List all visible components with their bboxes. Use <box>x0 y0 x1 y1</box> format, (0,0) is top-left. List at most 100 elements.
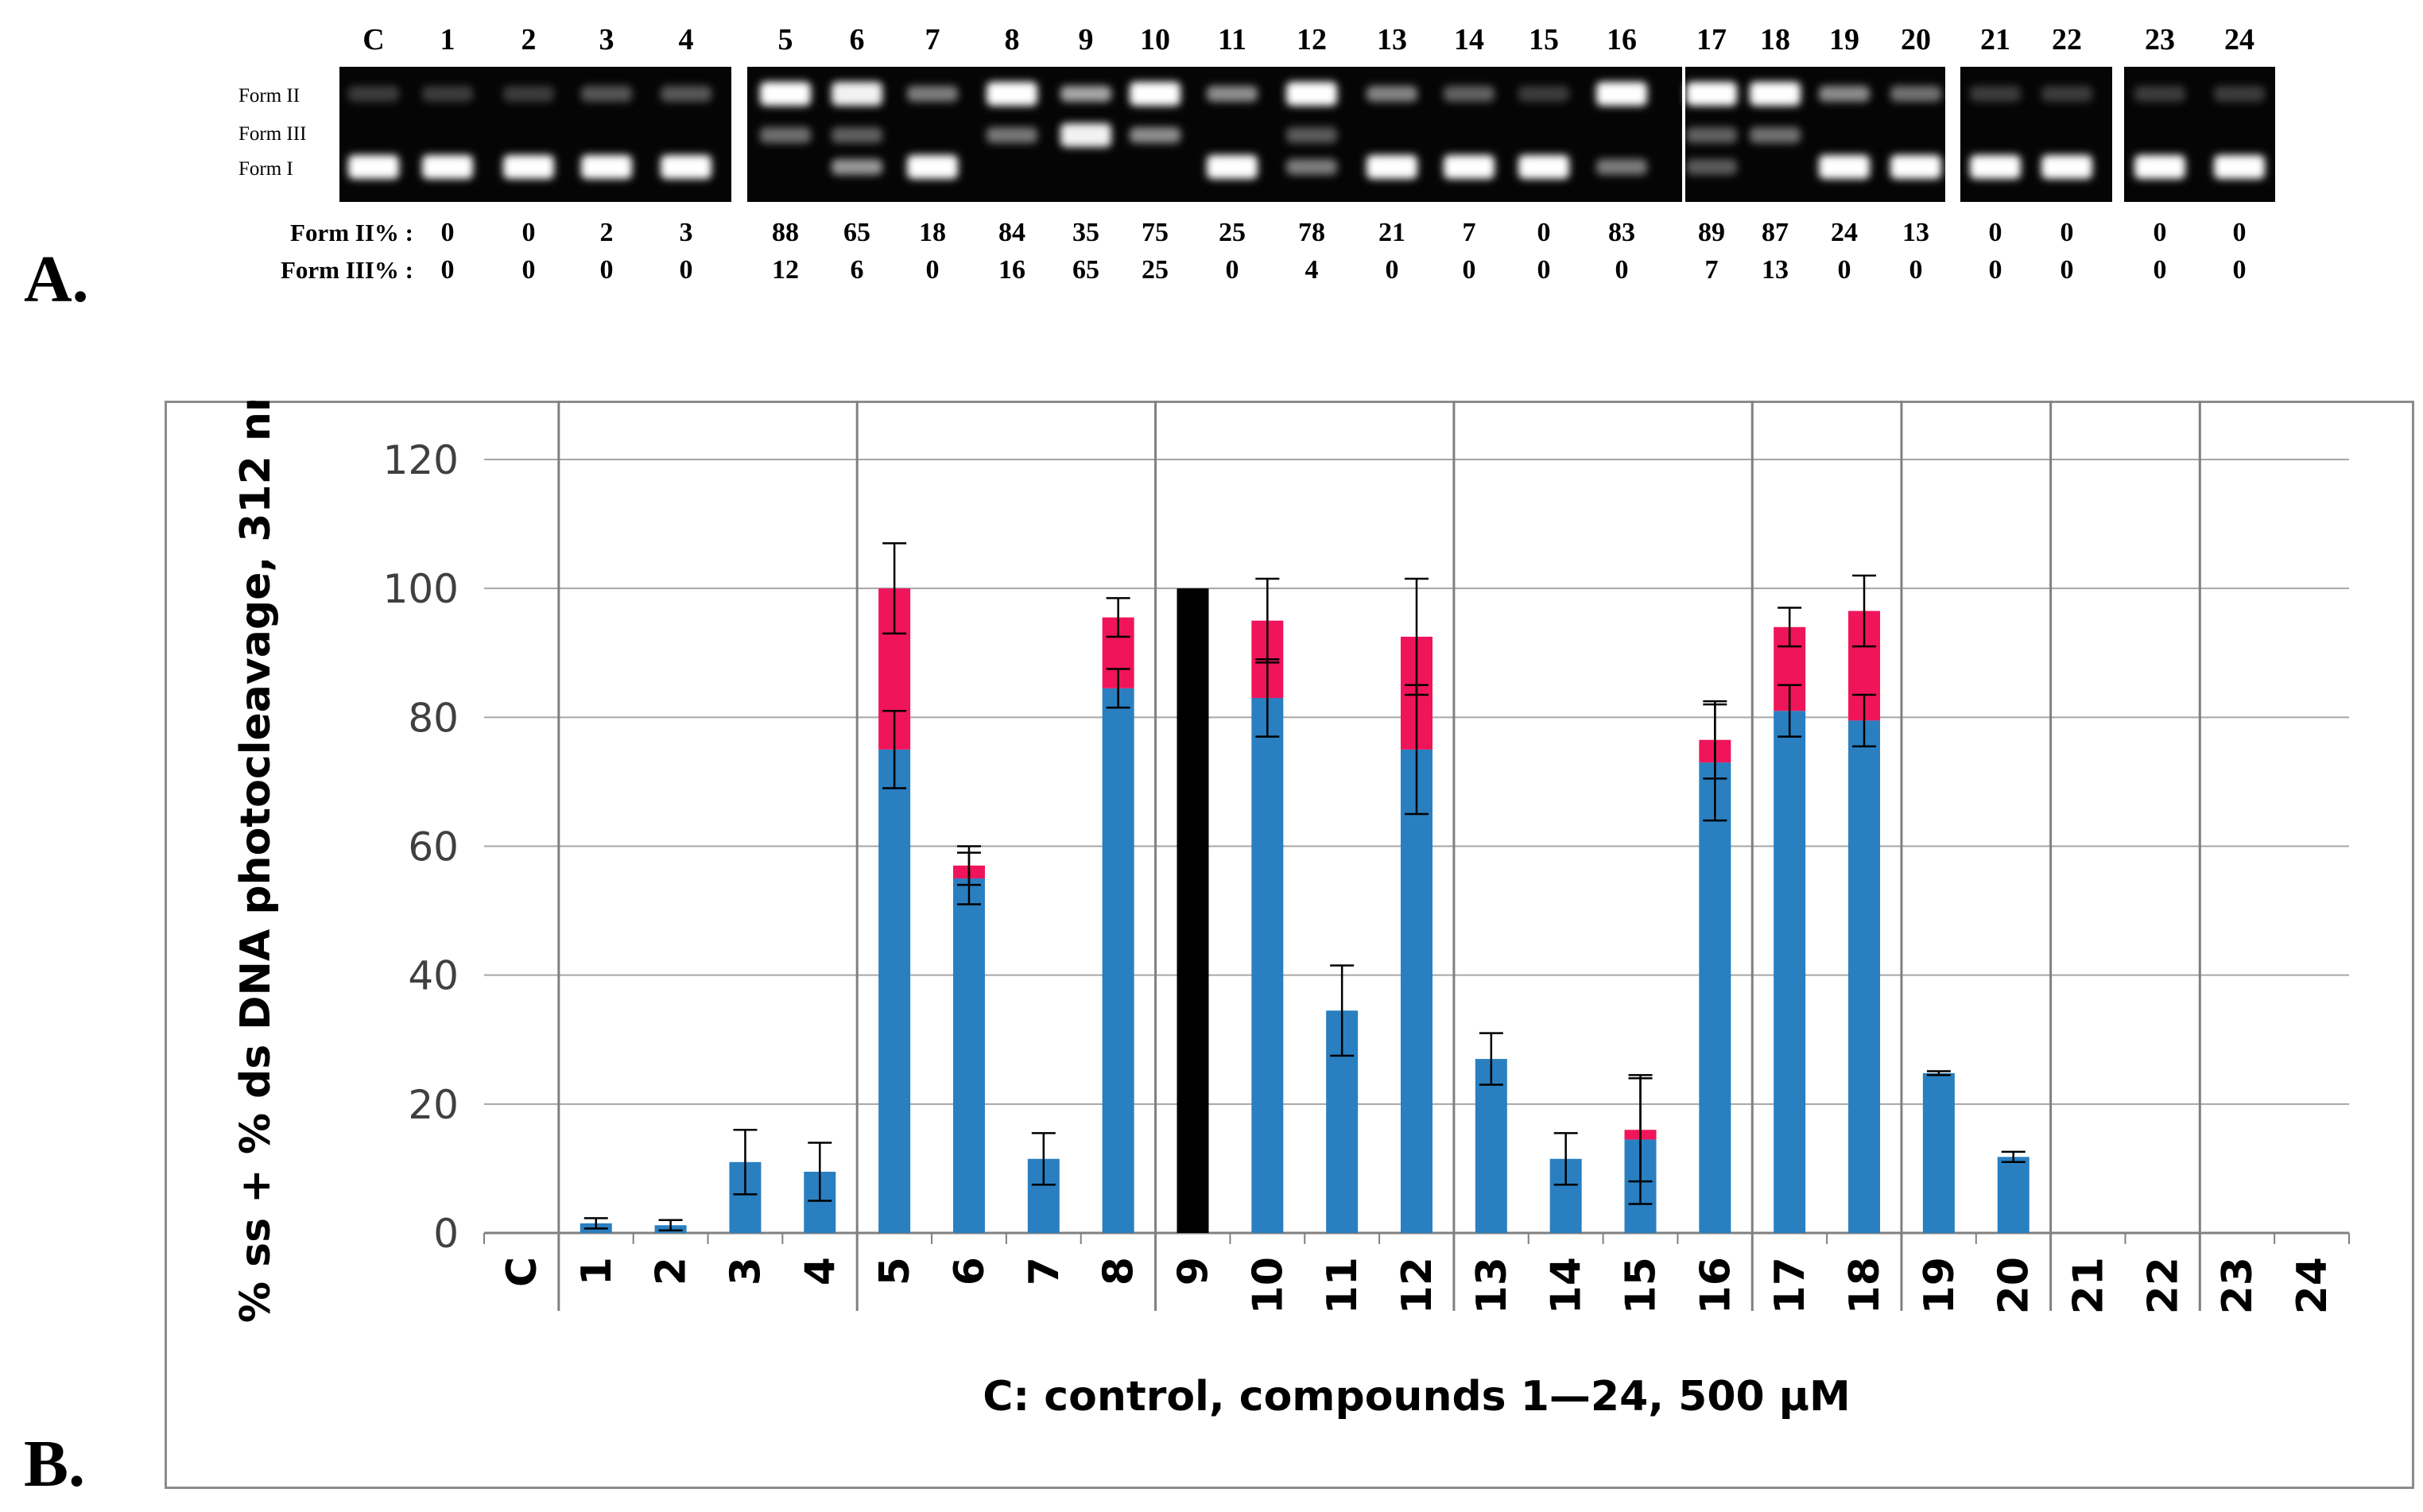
x-category-label: 7 <box>1021 1257 1068 1285</box>
x-category-label: 18 <box>1841 1257 1889 1314</box>
gel-band-form2 <box>1367 86 1417 102</box>
form3-pct-value: 0 <box>2233 255 2247 285</box>
gel-lane-label: 17 <box>1696 23 1727 56</box>
gel-band-form2 <box>987 82 1037 106</box>
form2-pct-value: 25 <box>1219 218 1246 247</box>
y-tick-label: 80 <box>408 695 459 741</box>
gel-band-form1 <box>1207 155 1258 179</box>
gel-lane-label: 20 <box>1901 23 1931 56</box>
x-category-label: 6 <box>946 1257 994 1285</box>
gel-lane-label: 10 <box>1140 23 1170 56</box>
form2-pct-value: 84 <box>998 218 1025 247</box>
gel-band-form1 <box>1819 155 1870 179</box>
x-category-label: 23 <box>2214 1257 2262 1314</box>
form3-pct-value: 0 <box>600 255 614 285</box>
gel-band-form2 <box>832 82 882 106</box>
gel-band-form2 <box>1286 82 1337 106</box>
form3-pct-value: 0 <box>680 255 693 285</box>
gel-band-form1 <box>1367 155 1417 179</box>
x-category-label: 10 <box>1244 1257 1292 1314</box>
form3-pct-value: 0 <box>1615 255 1629 285</box>
form3-pct-value: 0 <box>926 255 940 285</box>
form2-pct-value: 0 <box>522 218 536 247</box>
gel-lane-label: 3 <box>599 23 614 56</box>
gel-band-form2 <box>1207 86 1258 102</box>
x-category-label: 22 <box>2139 1257 2187 1314</box>
x-category-label: 15 <box>1618 1257 1665 1314</box>
gel-band-form1 <box>2134 155 2185 179</box>
form3-pct-value: 4 <box>1305 255 1319 285</box>
gel-band-form1 <box>503 155 554 179</box>
form3-pct-value: 12 <box>772 255 799 285</box>
y-axis-title: % ss + % ds DNA photocleavage, 312 nm <box>232 401 280 1323</box>
gel-lane-label: C <box>362 23 384 56</box>
form2-pct-value: 87 <box>1762 218 1789 247</box>
x-category-label: 20 <box>1991 1257 2038 1314</box>
band-label: Form II <box>238 85 300 107</box>
form2-pct-value: 75 <box>1142 218 1169 247</box>
y-tick-label: 0 <box>433 1211 459 1257</box>
panel-a-label: A. <box>24 242 89 316</box>
gel-lane-label: 14 <box>1454 23 1484 56</box>
gel-band-form2 <box>2214 86 2265 102</box>
form3-pct-value: 16 <box>998 255 1025 285</box>
bar-segment-ss-5 <box>878 749 911 1233</box>
gel-lane-label: 4 <box>679 23 694 56</box>
form2-pct-value: 2 <box>600 218 614 247</box>
form3-pct-value: 0 <box>2061 255 2074 285</box>
form2-pct-value: 0 <box>2233 218 2247 247</box>
bar-segment-ss-19 <box>1922 1072 1955 1233</box>
form2-pct-value: 0 <box>2061 218 2074 247</box>
form3-pct-value: 0 <box>2154 255 2167 285</box>
form3-pct-value: 13 <box>1762 255 1789 285</box>
gel-band-form2 <box>1819 86 1870 102</box>
gel-lane-label: 18 <box>1760 23 1790 56</box>
form3-pct-value: 6 <box>851 255 864 285</box>
form3-pct-value: 0 <box>522 255 536 285</box>
x-category-label: C <box>498 1257 546 1287</box>
form3-pct-value: 25 <box>1142 255 1169 285</box>
gel-lane-label: 16 <box>1607 23 1637 56</box>
gel-band-form2 <box>1970 86 2021 102</box>
form3-pct-value: 7 <box>1705 255 1719 285</box>
gel-lane-label: 24 <box>2224 23 2254 56</box>
bar-segment-ss-13 <box>1475 1059 1507 1233</box>
x-category-label: 4 <box>797 1257 844 1285</box>
gel-band-form2 <box>661 86 711 102</box>
gel-lane-label: 1 <box>440 23 456 56</box>
gel-lane-label: 19 <box>1829 23 1859 56</box>
gel-band-form2 <box>503 86 554 102</box>
y-tick-label: 20 <box>408 1082 459 1128</box>
form3-pct-value: 0 <box>1226 255 1239 285</box>
bar-segment-ss-20 <box>1997 1157 2030 1233</box>
band-label: Form I <box>238 158 293 180</box>
gel-band-form1 <box>832 159 882 175</box>
gel-lane-label: 15 <box>1529 23 1559 56</box>
x-category-label: 12 <box>1394 1257 1441 1314</box>
x-category-label: 9 <box>1169 1257 1217 1285</box>
gel-lane-label: 2 <box>521 23 537 56</box>
form2-pct-value: 0 <box>2154 218 2167 247</box>
x-category-label: 5 <box>871 1257 919 1285</box>
form2-pct-value: 7 <box>1463 218 1476 247</box>
y-tick-label: 120 <box>383 437 459 483</box>
x-category-label: 3 <box>722 1257 770 1285</box>
y-tick-label: 40 <box>408 953 459 999</box>
gel-lane-label: 22 <box>2052 23 2082 56</box>
form3-pct-value: 0 <box>1537 255 1551 285</box>
form2-pct-value: 0 <box>1537 218 1551 247</box>
gel-band-form2 <box>1890 86 1941 102</box>
gel-band-form1 <box>1686 159 1737 175</box>
gel-lane-label: 6 <box>850 23 865 56</box>
bar-segment-ss-18 <box>1848 720 1881 1233</box>
gel-lane-label: 13 <box>1377 23 1407 56</box>
x-axis-title: C: control, compounds 1—24, 500 μM <box>983 1373 1851 1421</box>
bar-segment-ss-8 <box>1102 688 1134 1233</box>
gel-band-form1 <box>2041 155 2092 179</box>
gel-band-form3 <box>1286 127 1337 143</box>
row-label-form2: Form II% : <box>290 219 413 246</box>
x-category-label: 13 <box>1468 1257 1516 1314</box>
gel-band-form1 <box>1970 155 2021 179</box>
x-category-label: 17 <box>1766 1257 1814 1314</box>
